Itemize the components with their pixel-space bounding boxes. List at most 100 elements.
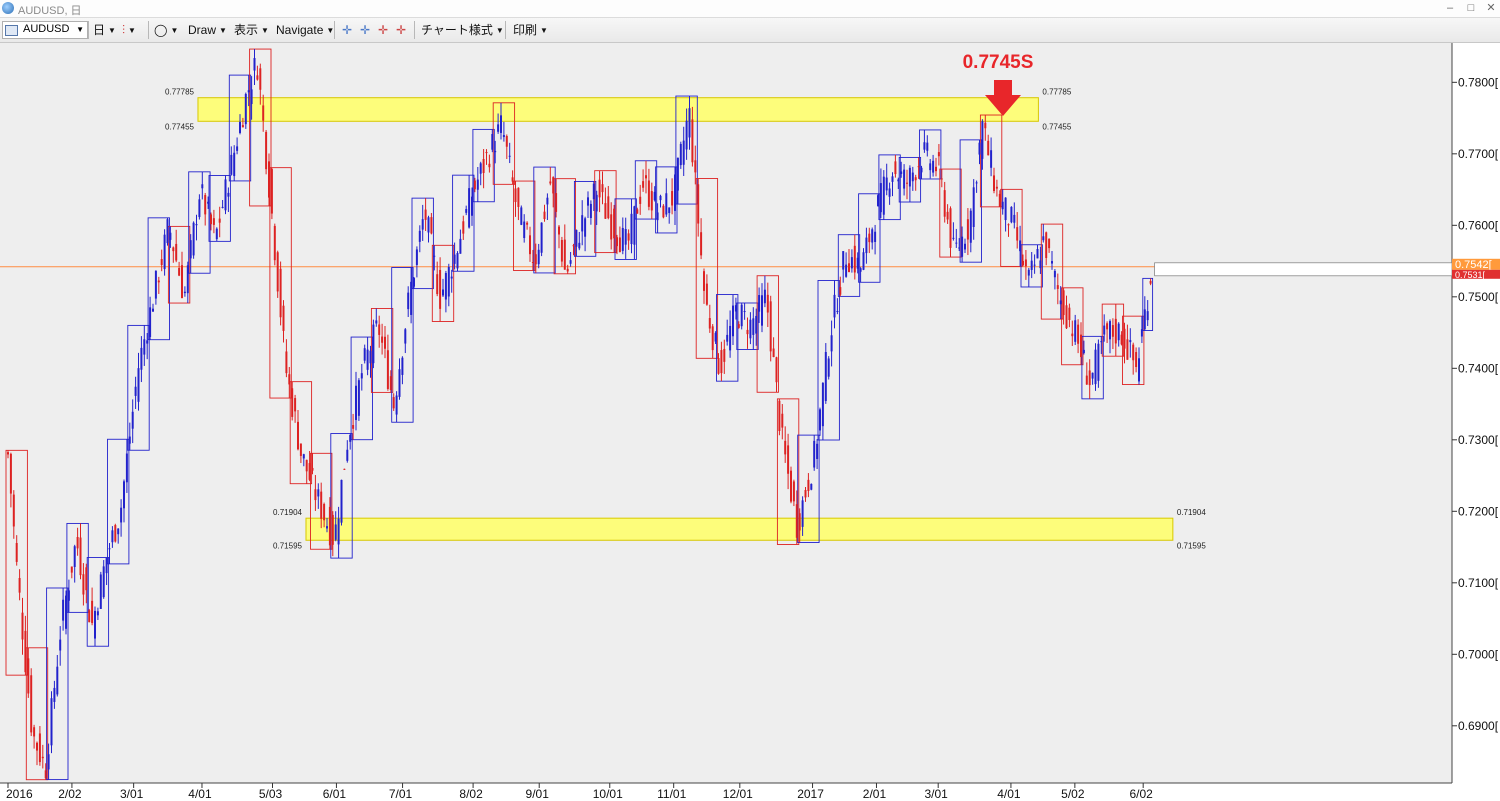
x-axis-ticks: 2016 2/02 3/01 4/01 5/03 6/01 7/01 8/02 9/01 10/0… xyxy=(6,783,1153,801)
candle-body xyxy=(395,395,398,415)
range-box xyxy=(675,95,698,205)
candle-body xyxy=(143,339,146,355)
candle-body xyxy=(943,190,946,217)
candle-body xyxy=(1039,260,1042,269)
candle-body xyxy=(500,115,502,133)
candle-body xyxy=(537,249,540,265)
zone-bottom-label: 0.71595 xyxy=(1177,541,1206,550)
candle-body xyxy=(734,305,737,312)
close-button[interactable]: ✕ xyxy=(1486,2,1496,14)
candle-body xyxy=(291,388,294,417)
candle-body xyxy=(1114,318,1117,344)
candle-body xyxy=(413,278,415,287)
draw-menu[interactable]: Draw ▼ xyxy=(188,21,227,39)
candle-body xyxy=(99,574,102,609)
range-box xyxy=(228,74,252,182)
candle-body xyxy=(816,443,819,459)
candle-body xyxy=(1097,343,1100,381)
candle-body xyxy=(427,217,430,233)
range-box xyxy=(837,234,861,297)
candle-body xyxy=(1123,328,1126,349)
candle-body xyxy=(650,191,653,211)
range-box xyxy=(391,267,414,423)
candle-body xyxy=(384,336,386,349)
minimize-button[interactable]: ‒ xyxy=(1446,2,1454,14)
candle-body xyxy=(674,174,676,211)
candle-body xyxy=(688,108,691,138)
time-axis[interactable] xyxy=(0,783,1452,801)
candle-body xyxy=(642,181,645,188)
range-box xyxy=(797,434,820,544)
candle-body xyxy=(659,195,662,201)
crosshair-icon[interactable]: ✛ xyxy=(341,23,353,37)
candle-body xyxy=(111,530,114,543)
candle-body xyxy=(993,175,995,192)
zone-rect xyxy=(305,517,1174,541)
x-tick-label: 10/01 xyxy=(593,787,623,801)
candle-body xyxy=(181,265,183,298)
candle-body xyxy=(839,287,842,295)
chart-style-menu[interactable]: チャート様式 ▼ xyxy=(421,21,504,39)
candle-body xyxy=(88,610,91,623)
crosshair-icon[interactable]: ✛ xyxy=(359,23,371,37)
crosshair-icon[interactable]: ✛ xyxy=(377,23,389,37)
print-menu[interactable]: 印刷 ▼ xyxy=(513,21,548,39)
candle-body xyxy=(241,125,244,128)
plot-area xyxy=(0,43,1452,783)
chevron-down-icon: ▼ xyxy=(108,26,116,35)
candle-body xyxy=(311,467,314,471)
candle-body xyxy=(694,160,697,173)
candle-body xyxy=(1019,240,1022,252)
bid-price-tag xyxy=(1452,269,1500,279)
candle-body xyxy=(859,268,862,272)
candle-body xyxy=(1138,358,1140,382)
candle-body xyxy=(1126,339,1129,360)
candle-body xyxy=(41,756,44,759)
crosshair-icon[interactable]: ✛ xyxy=(395,23,407,37)
price-chart[interactable]: 0.77785 0.77455 0.77785 0.77455 0.71904 0.715… xyxy=(0,43,1500,801)
candle-type-menu[interactable]: ⫶ ▼ xyxy=(122,21,136,39)
view-menu[interactable]: 表示 ▼ xyxy=(234,21,269,39)
range-box xyxy=(533,166,556,274)
candle-body xyxy=(1004,197,1007,221)
candle-body xyxy=(752,318,755,335)
candle-body xyxy=(1082,349,1085,354)
candle-body xyxy=(520,207,523,225)
toolbar-divider xyxy=(148,21,149,39)
candle-body xyxy=(453,254,456,264)
candle-body xyxy=(703,271,705,291)
candle-body xyxy=(192,222,195,256)
candle-body xyxy=(1016,227,1019,241)
chevron-down-icon: ▼ xyxy=(495,26,504,35)
candle-body xyxy=(598,179,601,198)
shape-menu[interactable]: ◯ ▼ xyxy=(154,21,178,39)
price-axis[interactable] xyxy=(1452,43,1500,801)
range-box xyxy=(147,217,170,341)
period-menu[interactable]: 日 ▼ xyxy=(93,21,116,39)
maximize-button[interactable]: □ xyxy=(1467,2,1475,14)
zone-rect xyxy=(197,97,1039,122)
candle-body xyxy=(975,182,978,184)
candle-body xyxy=(1132,344,1135,361)
candle-body xyxy=(123,481,125,509)
candle-body xyxy=(62,599,65,621)
y-tick-label: 0.7300[ xyxy=(1458,433,1499,447)
symbol-selector[interactable]: AUDUSD ▼ xyxy=(2,21,88,39)
candle-body xyxy=(908,167,911,187)
candle-body xyxy=(737,324,740,328)
range-box xyxy=(959,139,982,263)
candle-body xyxy=(743,311,746,313)
candle-body xyxy=(1022,261,1024,266)
range-box xyxy=(695,178,719,359)
candle-body xyxy=(830,335,833,352)
candle-body xyxy=(465,209,468,213)
candle-body xyxy=(491,133,494,150)
candle-body xyxy=(842,251,845,270)
candle-body xyxy=(966,219,969,240)
candle-body xyxy=(378,324,381,335)
candle-body xyxy=(755,315,758,334)
candle-body xyxy=(969,210,972,243)
navigate-menu[interactable]: Navigate ▼ xyxy=(276,21,334,39)
candle-body xyxy=(146,340,149,344)
candle-body xyxy=(624,229,627,245)
